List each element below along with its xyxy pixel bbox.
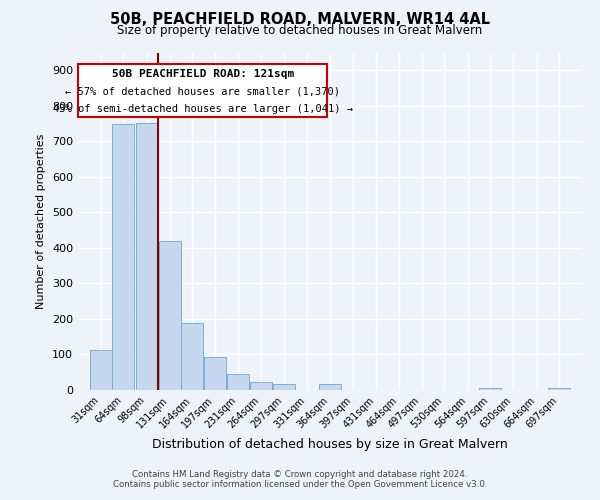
Bar [250,382,272,390]
Bar [319,384,341,390]
Bar [136,123,158,390]
Text: Contains HM Land Registry data © Crown copyright and database right 2024.
Contai: Contains HM Land Registry data © Crown c… [113,470,487,489]
Y-axis label: Number of detached properties: Number of detached properties [37,134,46,309]
Text: 43% of semi-detached houses are larger (1,041) →: 43% of semi-detached houses are larger (… [53,104,353,114]
X-axis label: Distribution of detached houses by size in Great Malvern: Distribution of detached houses by size … [152,438,508,451]
Bar [78,64,328,116]
Bar [548,388,570,390]
Bar [112,124,134,390]
Bar [227,374,250,390]
Bar [181,323,203,390]
Bar [158,241,181,390]
Text: 50B PEACHFIELD ROAD: 121sqm: 50B PEACHFIELD ROAD: 121sqm [112,68,294,78]
Text: Size of property relative to detached houses in Great Malvern: Size of property relative to detached ho… [118,24,482,37]
Bar [273,384,295,390]
Text: 50B, PEACHFIELD ROAD, MALVERN, WR14 4AL: 50B, PEACHFIELD ROAD, MALVERN, WR14 4AL [110,12,490,28]
Bar [204,357,226,390]
Text: ← 57% of detached houses are smaller (1,370): ← 57% of detached houses are smaller (1,… [65,86,340,97]
Bar [479,388,502,390]
Bar [90,350,112,390]
